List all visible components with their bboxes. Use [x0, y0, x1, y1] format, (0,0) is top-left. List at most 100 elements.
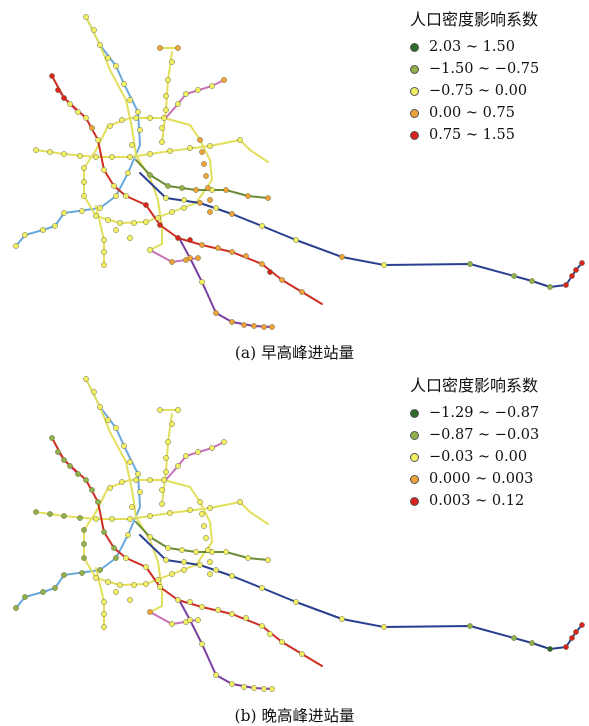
- station-marker: [163, 469, 169, 475]
- station-marker: [125, 532, 131, 538]
- station-marker: [163, 195, 169, 201]
- station-marker: [229, 211, 235, 217]
- station-marker: [163, 455, 169, 461]
- station-marker: [147, 172, 153, 178]
- station-marker: [175, 235, 181, 241]
- station-marker: [67, 463, 73, 469]
- station-marker: [137, 127, 143, 133]
- station-marker: [81, 165, 87, 171]
- station-marker: [135, 109, 141, 115]
- station-marker: [93, 575, 99, 581]
- station-marker: [163, 107, 169, 113]
- metro-line-magenta: [163, 79, 225, 121]
- station-marker: [197, 137, 203, 143]
- station-marker: [221, 77, 227, 83]
- station-marker: [129, 504, 135, 510]
- station-marker: [203, 535, 209, 541]
- station-marker: [183, 453, 189, 459]
- station-marker: [547, 646, 553, 652]
- station-marker: [55, 87, 61, 93]
- station-marker: [127, 516, 133, 522]
- station-marker: [167, 148, 173, 154]
- station-marker: [147, 247, 153, 253]
- station-marker: [299, 651, 305, 657]
- station-marker: [81, 193, 87, 199]
- station-marker: [187, 255, 193, 261]
- station-marker: [165, 545, 171, 551]
- station-marker: [131, 582, 137, 588]
- station-marker: [13, 243, 19, 249]
- station-marker: [267, 269, 273, 275]
- station-marker: [243, 253, 249, 259]
- station-marker: [467, 261, 473, 267]
- legend-evening: 人口密度影响系数 −1.29 ~ −0.87 −0.87 ~ −0.03 −0.…: [410, 372, 539, 512]
- legend-dot-0: [410, 408, 419, 418]
- station-marker: [175, 407, 181, 413]
- metro-map-morning: [13, 14, 585, 330]
- station-marker: [123, 555, 129, 561]
- station-marker: [187, 617, 193, 623]
- station-marker: [113, 227, 119, 233]
- station-marker: [205, 185, 211, 191]
- station-marker: [159, 139, 165, 145]
- station-marker: [187, 237, 193, 243]
- station-marker: [127, 459, 133, 465]
- station-marker: [265, 557, 271, 563]
- station-marker: [113, 555, 119, 561]
- legend-dot-1: [410, 64, 419, 74]
- station-marker: [22, 232, 28, 238]
- station-marker: [61, 513, 67, 519]
- station-marker: [187, 507, 193, 513]
- station-marker: [339, 616, 345, 622]
- station-marker: [79, 208, 85, 214]
- legend-label: −1.29 ~ −0.87: [429, 405, 540, 421]
- station-marker: [147, 477, 153, 483]
- station-marker: [169, 209, 175, 215]
- station-marker: [381, 624, 387, 630]
- station-marker: [161, 115, 167, 121]
- station-marker: [339, 254, 345, 260]
- station-marker: [133, 115, 139, 121]
- station-marker: [245, 193, 251, 199]
- station-marker: [93, 516, 99, 522]
- station-marker: [183, 91, 189, 97]
- station-marker: [131, 220, 137, 226]
- metro-line-blue: [15, 378, 141, 609]
- station-marker: [203, 173, 209, 179]
- station-marker: [563, 282, 569, 288]
- station-marker: [213, 567, 219, 573]
- legend-dot-2: [410, 452, 419, 462]
- station-marker: [569, 273, 575, 279]
- station-marker: [127, 97, 133, 103]
- station-marker: [101, 611, 107, 617]
- station-marker: [127, 235, 133, 241]
- station-marker: [169, 259, 175, 265]
- station-marker: [569, 635, 575, 641]
- metro-line-blue: [15, 16, 141, 247]
- station-marker: [381, 262, 387, 268]
- metro-line-yellow: [35, 501, 269, 525]
- station-marker: [101, 237, 107, 243]
- station-marker: [199, 149, 205, 155]
- station-marker: [111, 545, 117, 551]
- station-marker: [169, 621, 175, 627]
- station-marker: [511, 273, 517, 279]
- station-marker: [267, 631, 273, 637]
- station-marker: [181, 567, 187, 573]
- station-marker: [52, 223, 58, 229]
- station-marker: [169, 421, 175, 427]
- station-marker: [573, 629, 579, 635]
- station-marker: [245, 555, 251, 561]
- metro-line-yellow: [85, 378, 163, 613]
- station-marker: [81, 527, 87, 533]
- station-marker: [111, 183, 117, 189]
- station-marker: [261, 686, 267, 692]
- station-marker: [55, 449, 61, 455]
- station-marker: [97, 404, 103, 410]
- station-marker: [125, 170, 131, 176]
- legend-dot-3: [410, 474, 419, 484]
- station-marker: [511, 635, 517, 641]
- station-marker: [75, 471, 81, 477]
- station-marker: [209, 83, 215, 89]
- station-marker: [197, 499, 203, 505]
